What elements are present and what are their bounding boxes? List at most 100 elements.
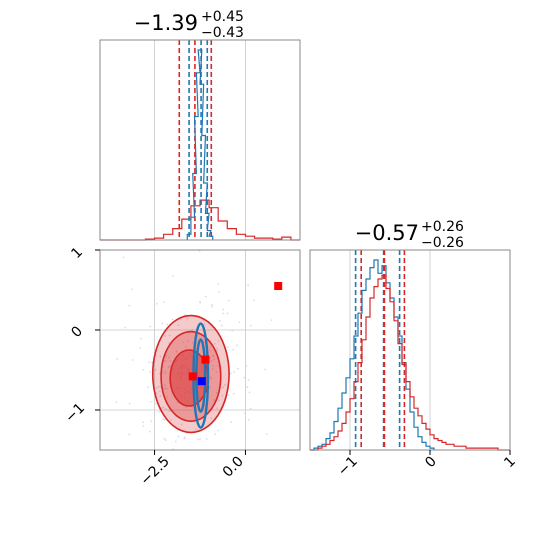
scatter-x-tick-labels: −2.5 0.0 <box>137 454 246 489</box>
scatter-point <box>164 370 167 373</box>
scatter-point <box>168 410 171 412</box>
scatter-point <box>172 275 174 277</box>
scatter-point <box>245 364 248 367</box>
scatter-point <box>248 391 251 394</box>
scatter-point <box>166 387 169 390</box>
scatter-point <box>142 425 145 427</box>
scatter-point <box>139 337 142 340</box>
scatter-point <box>165 355 168 357</box>
scatter-point <box>163 384 166 386</box>
scatter-point <box>169 365 171 368</box>
axes-frame <box>99 249 301 451</box>
scatter-point <box>185 357 188 360</box>
scatter-point <box>249 407 252 410</box>
x-tick-label-0-0: 0.0 <box>220 454 247 481</box>
scatter-point <box>128 433 131 436</box>
scatter-point <box>247 418 250 421</box>
histogram-red <box>310 274 510 451</box>
square-marker <box>197 377 206 386</box>
scatter-point <box>150 420 153 423</box>
scatter-point <box>168 356 170 359</box>
scatter-panel-2d <box>95 249 301 455</box>
scatter-point <box>187 340 189 343</box>
scatter-point <box>191 406 193 409</box>
scatter-point <box>218 319 221 322</box>
scatter-point <box>233 371 236 373</box>
axes-frame <box>99 39 301 241</box>
scatter-point <box>164 372 167 375</box>
scatter-point <box>171 367 174 370</box>
scatter-point <box>116 357 119 360</box>
scatter-point <box>158 390 161 393</box>
scatter-point <box>246 386 249 388</box>
title-param2-plus: +0.26 <box>421 219 464 235</box>
scatter-point <box>174 440 177 443</box>
scatter-point <box>195 428 197 431</box>
scatter-point <box>216 349 219 352</box>
square-marker <box>188 372 197 381</box>
scatter-point <box>178 386 180 389</box>
scatter-point <box>213 358 215 361</box>
scatter-point <box>265 432 268 435</box>
scatter-point <box>214 433 217 435</box>
scatter-point <box>187 389 190 392</box>
scatter-point <box>180 373 183 376</box>
scatter-point <box>177 435 180 438</box>
scatter-point <box>209 376 212 379</box>
scatter-point <box>149 400 152 403</box>
scatter-point <box>224 383 226 386</box>
scatter-point <box>212 399 215 402</box>
scatter-point <box>149 370 151 373</box>
scatter-point <box>115 401 118 403</box>
scatter-point <box>222 386 225 389</box>
scatter-point <box>213 342 216 345</box>
scatter-point <box>199 396 202 399</box>
y-tick-label-1: 1 <box>68 244 86 262</box>
scatter-point <box>238 321 241 324</box>
scatter-point <box>184 345 187 348</box>
scatter-point <box>163 437 166 440</box>
scatter-point <box>187 369 190 371</box>
scatter-point <box>191 387 193 390</box>
scatter-point <box>210 377 212 380</box>
title-param1-median: −1.39 <box>134 11 198 35</box>
scatter-point <box>230 421 233 423</box>
scatter-point <box>164 439 167 441</box>
scatter-point <box>163 418 166 421</box>
y-tick-label-neg1: −1 <box>62 400 88 426</box>
title-param2-median: −0.57 <box>355 221 419 245</box>
scatter-point <box>188 391 191 394</box>
scatter-point <box>148 361 150 364</box>
scatter-point <box>200 368 203 371</box>
scatter-point <box>159 355 162 358</box>
scatter-point <box>227 394 230 397</box>
x2-tick-label-1: 1 <box>501 454 519 472</box>
scatter-point <box>182 341 185 344</box>
scatter-point <box>232 348 234 351</box>
scatter-point <box>253 299 255 302</box>
square-marker <box>274 282 283 290</box>
scatter-point <box>183 437 186 440</box>
scatter-point <box>161 322 164 325</box>
scatter-point <box>186 371 188 374</box>
scatter-point <box>243 376 246 379</box>
scatter-point <box>217 283 220 285</box>
scatter-point <box>147 386 150 388</box>
scatter-point <box>158 410 161 413</box>
scatter-point <box>167 366 170 369</box>
scatter-point <box>208 385 211 388</box>
scatter-point <box>180 395 183 398</box>
scatter-point <box>198 250 201 252</box>
scatter-point <box>184 391 187 394</box>
scatter-point <box>247 284 249 287</box>
scatter-point <box>177 372 180 375</box>
x2-tick-label-0: 0 <box>422 454 440 472</box>
scatter-point <box>247 379 250 381</box>
scatter-point <box>154 369 157 371</box>
scatter-point <box>180 423 183 426</box>
scatter-point <box>270 319 273 322</box>
scatter-point <box>159 386 162 388</box>
scatter-point <box>180 366 183 368</box>
scatter-point <box>215 392 218 394</box>
